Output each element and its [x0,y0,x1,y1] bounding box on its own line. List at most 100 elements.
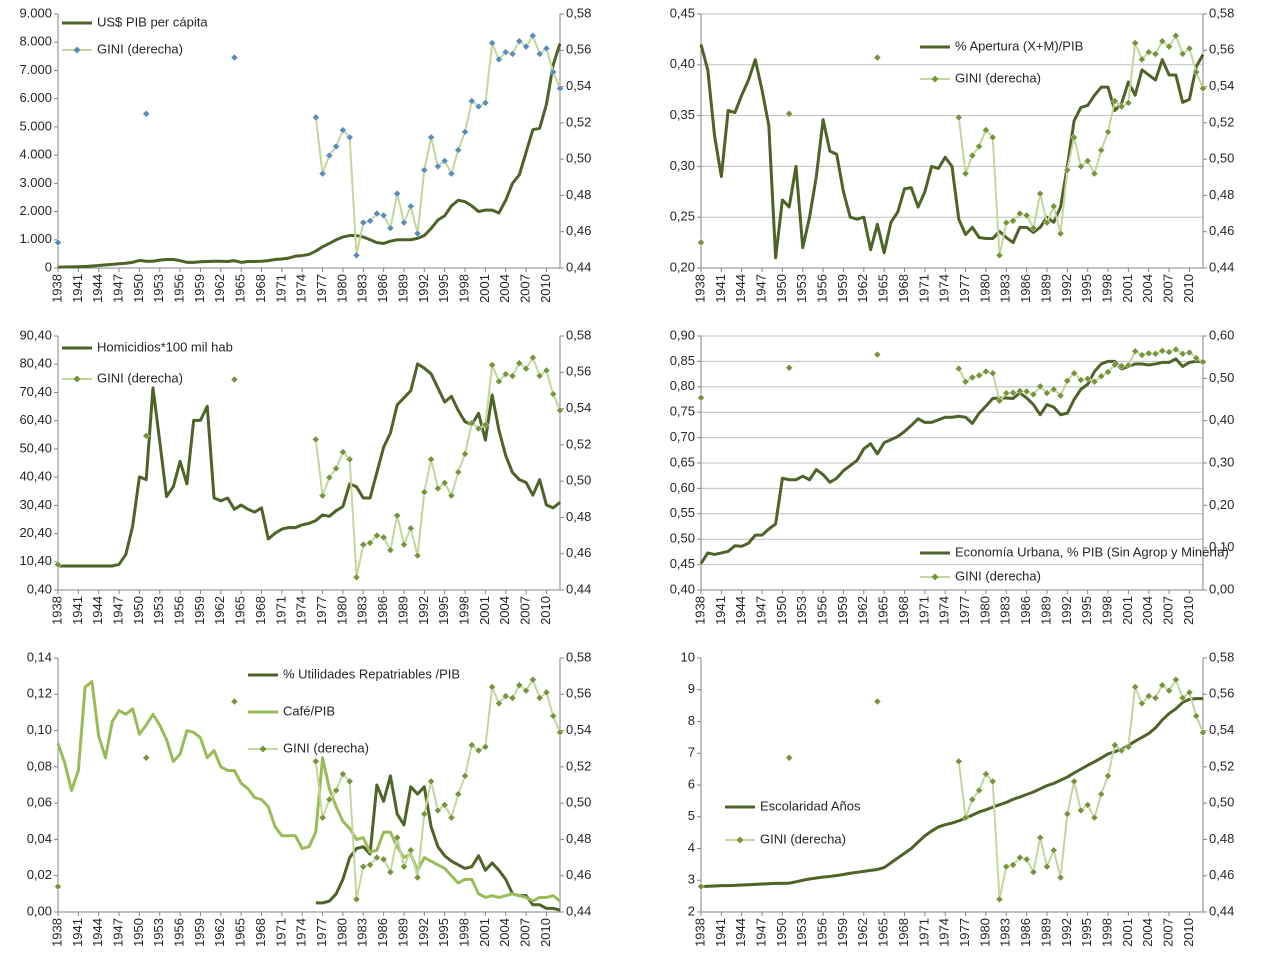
x-tick-label: 1941 [70,274,85,303]
data-point [230,53,239,62]
x-tick-label: 1956 [815,596,830,625]
y-tick-label: 0,06 [27,795,52,810]
data-point [461,772,469,780]
data-point [515,37,524,46]
x-tick-label: 1941 [70,596,85,625]
y-tick-label: 0,90 [670,327,695,342]
x-tick-label: 1938 [692,918,707,947]
data-point [982,126,990,134]
x-tick-label: 1956 [172,274,187,303]
x-tick-label: 1962 [212,274,227,303]
data-point [372,531,381,540]
x-tick-label: 1968 [253,596,268,625]
data-point [359,540,368,549]
legend-label: GINI (derecha) [760,831,846,846]
x-tick-label: 1959 [192,918,207,947]
y2-tick-label: 0,54 [566,722,591,737]
data-point [420,166,429,174]
x-tick-label: 1980 [334,596,349,625]
x-tick-label: 1944 [90,918,105,947]
data-point [311,757,320,766]
data-point [142,431,151,440]
x-tick-label: 1971 [916,596,931,625]
data-point [1029,390,1038,399]
y2-tick-label: 0,50 [1209,795,1234,810]
x-tick-label: 1950 [131,596,146,625]
legend-label: US$ PIB per cápita [97,14,208,29]
data-point [467,97,476,105]
data-point [454,146,463,154]
x-tick-label: 1980 [977,596,992,625]
y-tick-label: 0,40 [27,581,52,596]
y2-tick-label: 0,46 [566,867,591,882]
data-point [995,251,1004,260]
data-point [995,895,1004,904]
series-line [700,697,1203,889]
data-point [968,795,977,804]
data-point [230,697,239,706]
data-point [529,353,537,362]
y2-tick-label: 0,48 [566,509,591,524]
data-point [400,862,408,871]
data-point [386,868,395,876]
data-point [1192,68,1201,76]
x-tick-label: 1944 [90,596,105,625]
y-tick-label: 9.000 [19,5,52,20]
y-tick-label: 2.000 [19,203,52,218]
data-point [1022,387,1031,396]
x-tick-label: 1956 [172,596,187,625]
x-tick-label: 1941 [713,596,728,625]
x-tick-label: 1965 [876,274,891,303]
x-tick-label: 1992 [416,596,431,625]
data-point [961,377,970,386]
data-point [975,371,983,380]
data-point [1110,741,1119,749]
legend-label: GINI (derecha) [97,41,183,56]
data-point [697,238,705,247]
data-point [1090,377,1099,386]
data-point [406,202,415,211]
x-tick-label: 1986 [375,596,390,625]
y-tick-label: 2 [688,903,695,918]
data-point [488,361,497,369]
data-point [318,491,327,500]
data-point [495,699,503,708]
x-tick-label: 1953 [794,596,809,625]
x-tick-label: 1938 [49,596,64,625]
x-tick-label: 1998 [456,274,471,303]
data-point [522,42,530,51]
data-point [447,813,456,822]
data-point [1158,37,1167,46]
data-point [1070,133,1078,142]
data-point [1070,777,1078,786]
data-point [1009,860,1017,869]
y2-tick-label: 0,50 [1209,370,1234,385]
data-point [332,142,340,151]
data-point [1043,862,1051,871]
x-tick-label: 1992 [416,918,431,947]
x-tick-label: 1962 [855,596,870,625]
data-point [488,683,497,691]
data-point [1178,50,1187,58]
y-tick-label: 90,40 [19,327,52,342]
y-tick-label: 6 [688,776,695,791]
y-tick-label: 0,10 [27,722,52,737]
data-point [522,364,530,373]
series-line [957,348,1204,402]
x-tick-label: 1971 [916,274,931,303]
data-point [339,126,347,134]
data-point [501,48,510,56]
x-tick-label: 2001 [477,596,492,625]
data-point [873,697,882,706]
x-tick-label: 1959 [835,274,850,303]
x-tick-label: 1986 [375,274,390,303]
data-point [1138,699,1146,708]
x-tick-label: 1983 [355,596,370,625]
y-tick-label: 0,45 [670,5,695,20]
data-point [873,350,882,359]
data-point [1002,218,1011,227]
data-point [1036,382,1045,391]
y2-tick-label: 0,46 [1209,867,1234,882]
x-tick-label: 1998 [1099,918,1114,947]
data-point [1172,31,1180,40]
